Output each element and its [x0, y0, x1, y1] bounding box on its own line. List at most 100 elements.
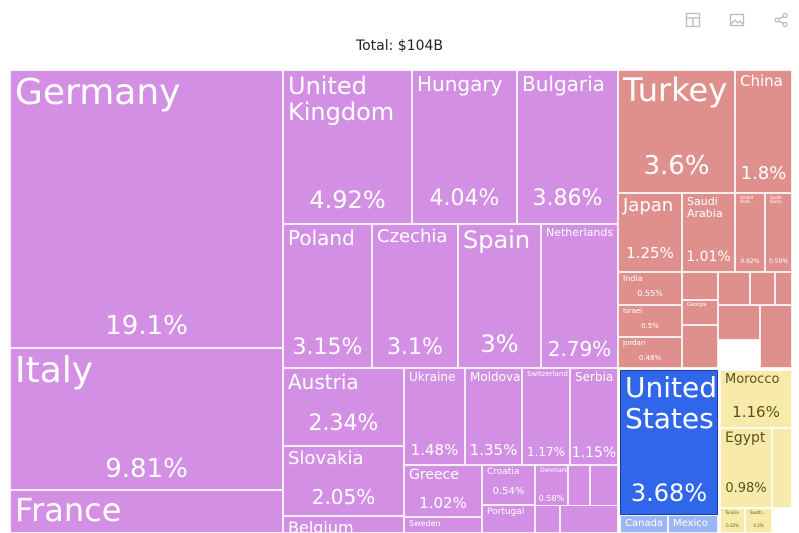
treemap-tile[interactable]: China 1.8% [735, 70, 792, 193]
table-icon[interactable] [685, 12, 701, 28]
treemap-tile[interactable]: Poland 3.15% [283, 224, 372, 368]
treemap-tile[interactable]: Morocco 1.16% [720, 370, 792, 428]
treemap-tile[interactable]: United Arab... 0.62% [735, 193, 765, 272]
treemap-tile[interactable]: Hungary 4.04% [412, 70, 517, 224]
tile-value: 3.68% [630, 479, 708, 507]
treemap-tile[interactable] [760, 305, 792, 368]
treemap-tile[interactable] [682, 325, 718, 368]
tile-label: Croatia [487, 467, 520, 477]
tile-value: 0.2% [753, 523, 764, 528]
tile-label: Switzerland [527, 370, 568, 378]
tile-label: Czechia [377, 226, 448, 247]
treemap-tile[interactable]: Georgia [682, 300, 718, 325]
treemap-tile[interactable] [590, 465, 618, 510]
tile-label: Hungary [417, 72, 503, 96]
treemap-tile[interactable] [775, 272, 792, 305]
treemap-tile[interactable] [682, 272, 718, 300]
tile-value: 0.58% [538, 494, 565, 503]
share-icon[interactable] [773, 12, 789, 28]
tile-label: Greece [409, 467, 459, 483]
tile-value: 3.86% [532, 186, 603, 211]
tile-label: United Arab... [740, 195, 754, 205]
treemap-tile[interactable]: Switzerland 1.17% [522, 368, 570, 465]
tile-label: Serbia [575, 370, 614, 384]
tile-value: 0.98% [725, 481, 767, 496]
tile-value: 4.92% [309, 186, 386, 214]
tile-value: 3% [480, 330, 519, 358]
tile-value: 19.1% [105, 311, 188, 341]
treemap-tile[interactable]: Bulgaria 3.86% [517, 70, 618, 224]
treemap-tile[interactable]: Tunisia 0.32% [720, 508, 745, 533]
tile-label: Belgium [288, 518, 354, 533]
chart-title: Total: $104B [355, 38, 444, 54]
tile-value: 3.6% [643, 151, 710, 181]
treemap-tile[interactable] [718, 272, 750, 305]
toolbar [685, 12, 789, 28]
tile-value: 0.62% [740, 258, 760, 265]
tile-label: South Korea [770, 195, 782, 205]
tile-label: Morocco [725, 372, 780, 387]
treemap-tile[interactable]: Turkey 3.6% [618, 70, 735, 193]
tile-label: Italy [15, 350, 94, 391]
tile-value: 0.5% [641, 322, 659, 330]
treemap-tile[interactable]: Ukraine 1.48% [404, 368, 465, 465]
tile-value: 0.54% [492, 486, 525, 497]
treemap-tile[interactable]: Slovakia 2.05% [283, 446, 404, 516]
treemap-tile[interactable]: South... 0.2% [745, 508, 772, 533]
treemap-tile[interactable]: Egypt 0.98% [720, 428, 772, 508]
treemap-tile[interactable]: Japan 1.25% [618, 193, 682, 272]
tile-label: Tunisia [725, 510, 739, 515]
treemap-tile[interactable]: Canada [620, 515, 668, 533]
treemap-tile[interactable]: Moldova 1.35% [465, 368, 522, 465]
tile-value: 2.05% [311, 485, 376, 509]
treemap-tile[interactable] [750, 272, 775, 305]
treemap-tile[interactable]: United Kingdom 4.92% [283, 70, 412, 224]
treemap-tile[interactable]: Serbia 1.15% [570, 368, 618, 465]
treemap-tile[interactable]: Israel 0.5% [618, 305, 682, 337]
treemap-tile[interactable] [560, 505, 618, 533]
tile-value: 4.04% [429, 186, 500, 211]
tile-label: Denmark [540, 467, 568, 474]
treemap-tile[interactable]: Saudi Arabia 1.01% [682, 193, 735, 272]
treemap-tile[interactable] [718, 305, 760, 340]
treemap-tile[interactable] [535, 505, 560, 533]
tile-value: 1.25% [626, 244, 674, 262]
treemap-tile[interactable]: Croatia 0.54% [482, 465, 535, 505]
treemap-tile[interactable]: France [10, 490, 283, 533]
treemap-tile[interactable]: Denmark 0.58% [535, 465, 568, 510]
tile-label: India [623, 274, 643, 283]
treemap-tile[interactable]: Sweden [404, 517, 482, 533]
treemap-tile[interactable]: Czechia 3.1% [372, 224, 458, 368]
tile-value: 1.01% [686, 249, 731, 265]
image-icon[interactable] [729, 12, 745, 28]
treemap-tile[interactable]: Germany 19.1% [10, 70, 283, 348]
tile-value: 1.35% [469, 441, 518, 459]
tile-label: United States [625, 371, 717, 435]
treemap-tile[interactable]: Mexico [668, 515, 718, 533]
tile-label: France [15, 491, 122, 529]
tile-label: Japan [623, 195, 674, 216]
treemap-tile[interactable]: Belgium [283, 516, 404, 533]
treemap-tile[interactable] [568, 465, 590, 510]
treemap-tile[interactable]: South Korea 0.59% [765, 193, 792, 272]
tile-value: 1.48% [410, 441, 459, 459]
treemap-tile[interactable]: Netherlands 2.79% [541, 224, 618, 368]
tile-label: Israel [623, 307, 643, 315]
tile-value: 1.02% [419, 494, 467, 512]
tile-label: Slovakia [288, 448, 364, 469]
treemap-tile[interactable]: United States 3.68% [620, 370, 718, 515]
treemap-tile[interactable]: Austria 2.34% [283, 368, 404, 446]
treemap-tile[interactable]: India 0.55% [618, 272, 682, 305]
treemap-tile[interactable]: Spain 3% [458, 224, 541, 368]
treemap-tile[interactable]: Greece 1.02% [404, 465, 482, 517]
treemap-tile[interactable]: Portugal [482, 505, 535, 533]
tile-label: China [740, 72, 783, 90]
tile-label: Netherlands [546, 226, 614, 239]
treemap-tile[interactable]: Jordan 0.48% [618, 337, 682, 368]
treemap-tile[interactable] [772, 428, 792, 508]
tile-label: Ukraine [409, 370, 456, 384]
tile-value: 0.55% [637, 289, 663, 298]
tile-label: Sweden [409, 519, 441, 528]
treemap-tile[interactable]: Italy 9.81% [10, 348, 283, 490]
